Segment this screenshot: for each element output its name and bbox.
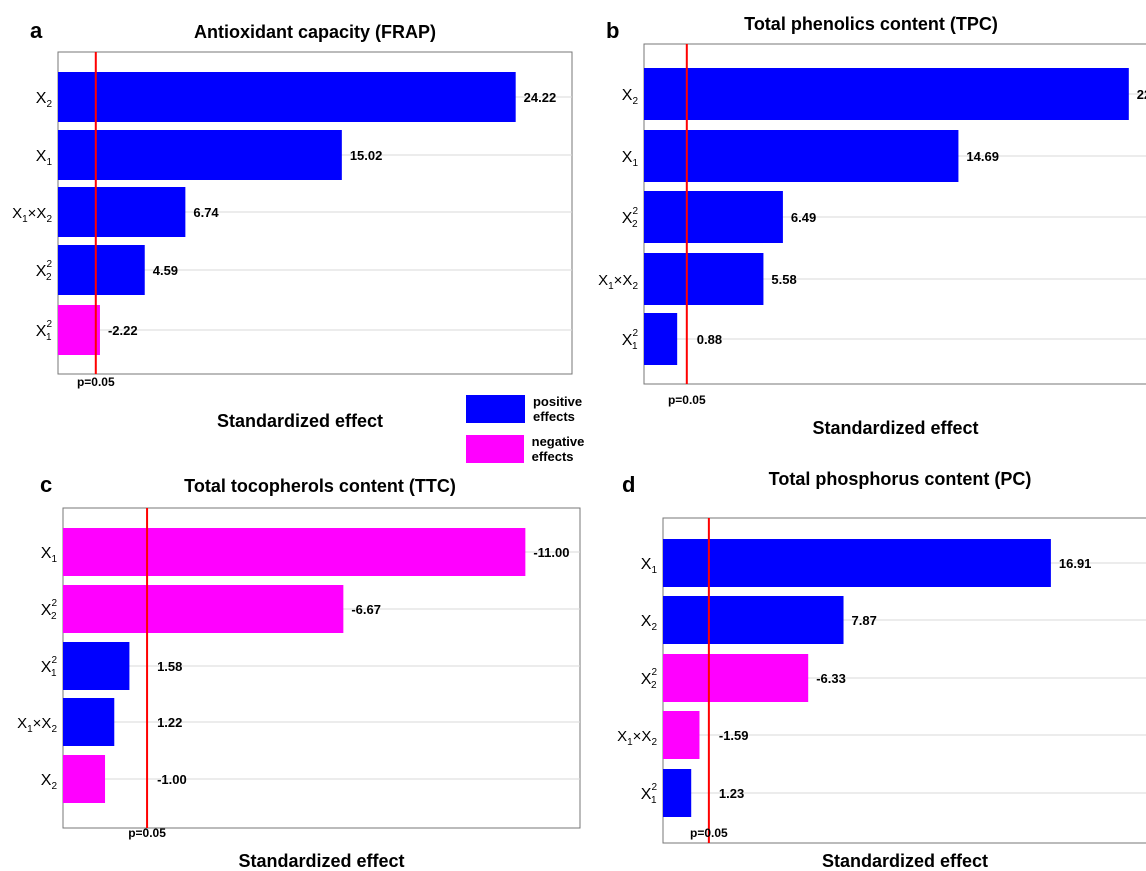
bar bbox=[663, 711, 700, 759]
chart-panel-b: 22.65 14.69 6.49 5.58 0.88 X2 X1 X22 X1×X2 X21 p=0… bbox=[598, 14, 1146, 438]
tick-label: X2 bbox=[622, 87, 639, 107]
data-label: 22.65 bbox=[1137, 87, 1146, 102]
tick-label: X2 2 bbox=[622, 206, 639, 230]
tick-label: X2 2 bbox=[36, 259, 53, 283]
legend-swatch-negative bbox=[466, 435, 524, 463]
bar bbox=[644, 130, 959, 182]
data-label: 0.88 bbox=[697, 332, 722, 347]
chart-panel-a: 24.22 15.02 6.74 4.59 -2.22 X2 X1 X1×X2 X2 2 X2 1 p=… bbox=[12, 18, 573, 431]
data-label: 7.87 bbox=[852, 613, 877, 628]
chart-title: Total tocopherols content (TTC) bbox=[184, 476, 456, 496]
data-label: -2.22 bbox=[108, 323, 138, 338]
data-label: 1.23 bbox=[719, 786, 744, 801]
data-label: 5.58 bbox=[771, 272, 796, 287]
tick-label: X1 bbox=[41, 545, 58, 565]
chart-panel-d: 16.91 7.87 -6.33 -1.59 1.23 X1 X2 X2 2 X1×X2 X2 1 p=… bbox=[617, 469, 1146, 871]
panel-letter: b bbox=[606, 18, 619, 43]
tick-label: X1×X2 bbox=[17, 715, 57, 735]
tick-label: X2 1 bbox=[641, 782, 658, 806]
bar bbox=[63, 585, 344, 633]
bar bbox=[663, 654, 809, 702]
tick-label: X2 2 bbox=[41, 598, 58, 622]
tick-label: X2 bbox=[41, 772, 58, 792]
tick-label: X2 bbox=[641, 613, 658, 633]
data-label: -1.59 bbox=[719, 728, 749, 743]
tick-label: X1 bbox=[622, 149, 639, 169]
bar bbox=[663, 539, 1051, 587]
bar bbox=[58, 187, 186, 237]
bar bbox=[644, 313, 678, 365]
data-label: 14.69 bbox=[966, 149, 999, 164]
bar bbox=[58, 130, 342, 180]
tick-label: X1×X2 bbox=[12, 205, 52, 225]
x-axis-label: Standardized effect bbox=[822, 851, 988, 871]
legend-item-positive: positive effects bbox=[466, 394, 626, 424]
bar bbox=[58, 305, 100, 355]
chart-panel-c: -11.00 -6.67 1.58 1.22 -1.00 X1 X2 2 X2 1 X1×X2 X2 p… bbox=[17, 472, 581, 871]
data-label: -6.67 bbox=[351, 602, 381, 617]
bar bbox=[644, 68, 1129, 120]
tick-label: X1×X2 bbox=[617, 728, 657, 748]
data-label: -11.00 bbox=[533, 545, 569, 560]
data-label: 1.58 bbox=[157, 659, 182, 674]
tick-label: X1 bbox=[36, 148, 53, 168]
data-label: -6.33 bbox=[816, 671, 846, 686]
chart-title: Total phosphorus content (PC) bbox=[769, 469, 1032, 489]
legend-swatch-positive bbox=[466, 395, 525, 423]
threshold-label: p=0.05 bbox=[668, 393, 706, 407]
tick-label: X2 1 bbox=[41, 655, 58, 679]
data-label: -1.00 bbox=[157, 772, 187, 787]
threshold-label: p=0.05 bbox=[690, 826, 728, 840]
data-label: 6.74 bbox=[193, 205, 219, 220]
legend: positive effects negative effects bbox=[466, 394, 626, 464]
threshold-label: p=0.05 bbox=[128, 826, 166, 840]
bar bbox=[58, 72, 516, 122]
bar bbox=[58, 245, 145, 295]
data-label: 6.49 bbox=[791, 210, 816, 225]
x-axis-label: Standardized effect bbox=[812, 418, 978, 438]
bar bbox=[63, 642, 130, 690]
bar bbox=[644, 253, 764, 305]
x-axis-label: Standardized effect bbox=[217, 411, 383, 431]
threshold-label: p=0.05 bbox=[77, 375, 115, 389]
tick-label: X2 bbox=[36, 90, 53, 110]
data-label: 1.22 bbox=[157, 715, 182, 730]
x-axis-label: Standardized effect bbox=[238, 851, 404, 871]
tick-label: X2 2 bbox=[641, 667, 658, 691]
tick-label: X1 bbox=[641, 556, 658, 576]
data-label: 16.91 bbox=[1059, 556, 1092, 571]
panel-letter: c bbox=[40, 472, 52, 497]
bar bbox=[663, 769, 692, 817]
panel-letter: d bbox=[622, 472, 635, 497]
data-label: 24.22 bbox=[524, 90, 557, 105]
bar bbox=[663, 596, 844, 644]
bar bbox=[63, 698, 115, 746]
data-label: 15.02 bbox=[350, 148, 383, 163]
panel-letter: a bbox=[30, 18, 43, 43]
legend-label-negative: negative effects bbox=[531, 434, 585, 464]
bar bbox=[63, 528, 526, 576]
tick-label: X2 1 bbox=[36, 319, 53, 343]
bar bbox=[644, 191, 783, 243]
tick-label: X1×X2 bbox=[598, 272, 638, 292]
bar bbox=[63, 755, 106, 803]
chart-title: Antioxidant capacity (FRAP) bbox=[194, 22, 436, 42]
legend-item-negative: negative effects bbox=[466, 434, 626, 464]
data-label: 4.59 bbox=[153, 263, 178, 278]
tick-label: X2 1 bbox=[622, 328, 639, 352]
legend-label-positive: positive effects bbox=[532, 394, 583, 424]
chart-title: Total phenolics content (TPC) bbox=[744, 14, 998, 34]
